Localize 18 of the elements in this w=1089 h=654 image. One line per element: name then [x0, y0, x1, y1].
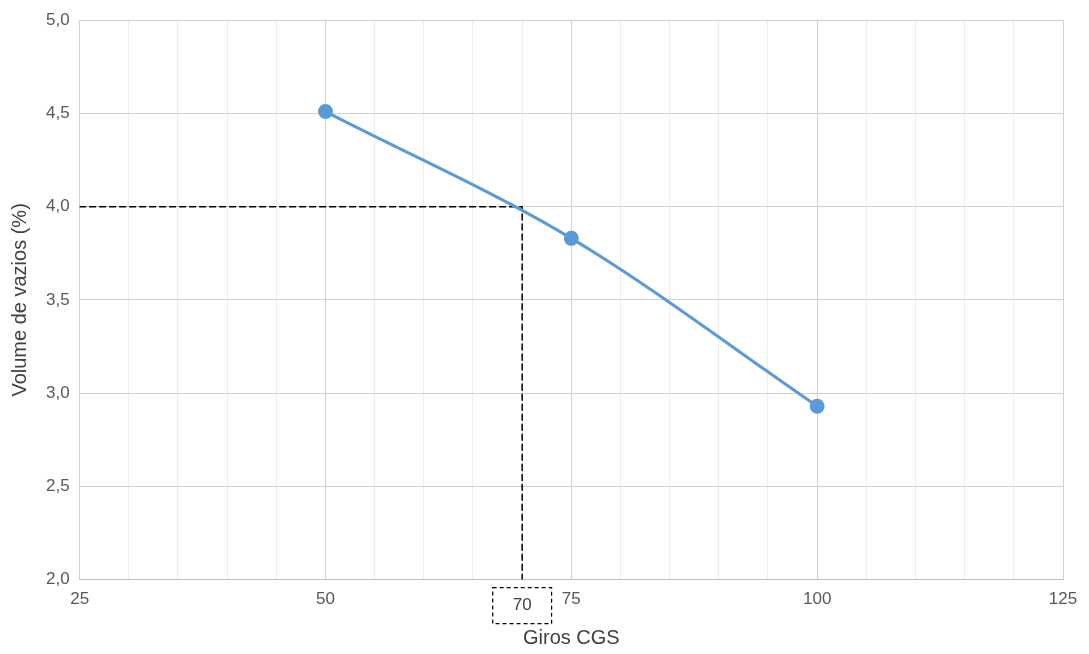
y-tick-label: 4,0 [45, 196, 70, 216]
x-tick-label: 25 [70, 589, 90, 609]
x-tick-label: 75 [561, 589, 581, 609]
x-tick-label: 125 [1048, 589, 1078, 609]
point [317, 104, 333, 120]
point [563, 230, 579, 246]
annotation: 70 [512, 595, 532, 615]
y-tick-label: 3,5 [45, 289, 70, 309]
y-tick-label: 3,0 [45, 382, 70, 402]
x-tick-label: 50 [316, 589, 335, 609]
x-axis-title: Giros CGS [522, 625, 620, 648]
point [809, 398, 825, 414]
y-tick-label: 2,5 [45, 476, 70, 496]
x-tick-label: 100 [802, 589, 832, 609]
y-tick-label: 5,0 [45, 9, 70, 29]
y-tick-label: 2,0 [45, 569, 70, 589]
y-tick-label: 4,5 [45, 103, 70, 123]
y-axis-title: Volume de vazios (%) [7, 203, 30, 397]
